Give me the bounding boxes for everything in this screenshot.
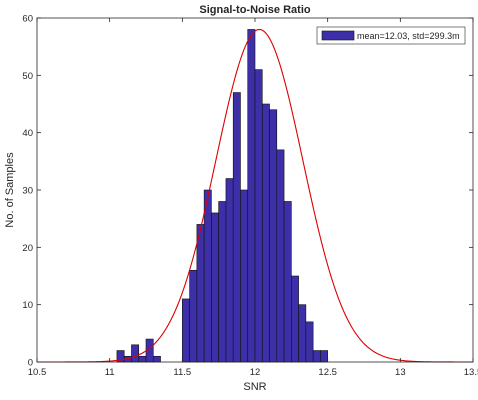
x-tick-label: 12.5 [318, 367, 337, 378]
y-tick-label: 50 [22, 71, 33, 82]
legend: mean=12.03, std=299.3m [316, 26, 466, 45]
histogram-bar [189, 269, 198, 363]
histogram-bar [138, 355, 147, 363]
x-tick-label: 11.5 [173, 367, 191, 378]
histogram-bar [247, 29, 256, 363]
histogram-bar [225, 178, 234, 363]
y-tick-label: 60 [22, 14, 33, 25]
histogram-bar [182, 298, 190, 363]
x-tick-label: 10.5 [28, 367, 47, 378]
legend-entry: mean=12.03, std=299.3m [357, 31, 460, 41]
x-tick-label: 13 [395, 367, 406, 378]
y-tick-label: 0 [28, 358, 33, 369]
y-tick-label: 30 [22, 186, 33, 197]
bars-layer [116, 29, 328, 363]
histogram-bar [240, 189, 249, 363]
x-tick-label: 11 [105, 367, 115, 378]
histogram-bar [305, 321, 314, 363]
histogram-bar [152, 355, 161, 363]
histogram-bar [283, 201, 292, 363]
histogram-bar [254, 69, 263, 363]
histogram-bar [211, 212, 219, 363]
chart-title: Signal-to-Noise Ratio [199, 4, 311, 16]
histogram-bar [203, 189, 212, 363]
histogram-bar [269, 109, 278, 363]
y-tick-label: 10 [22, 300, 33, 311]
histogram-bar [218, 201, 227, 363]
histogram-bar [276, 149, 285, 363]
histogram-bar [196, 224, 205, 363]
y-axis-label: No. of Samples [4, 152, 16, 228]
ticks-layer: 10.5 11 11.5 12 12.5 13 13.5 0 10 20 30 40 50 60 [22, 14, 478, 379]
x-tick-label: 12 [250, 367, 261, 378]
histogram-bar [232, 92, 241, 363]
histogram-bar [298, 304, 307, 363]
x-axis-label: SNR [243, 381, 266, 393]
y-tick-label: 40 [22, 128, 33, 139]
histogram-bar [131, 344, 140, 363]
y-tick-label: 20 [22, 243, 33, 254]
x-tick-label: 13.5 [464, 367, 478, 378]
histogram-bar [261, 103, 270, 363]
histogram-bar [320, 350, 328, 363]
histogram-bar [312, 350, 321, 363]
legend-swatch [321, 30, 355, 41]
histogram-bar [291, 275, 299, 363]
